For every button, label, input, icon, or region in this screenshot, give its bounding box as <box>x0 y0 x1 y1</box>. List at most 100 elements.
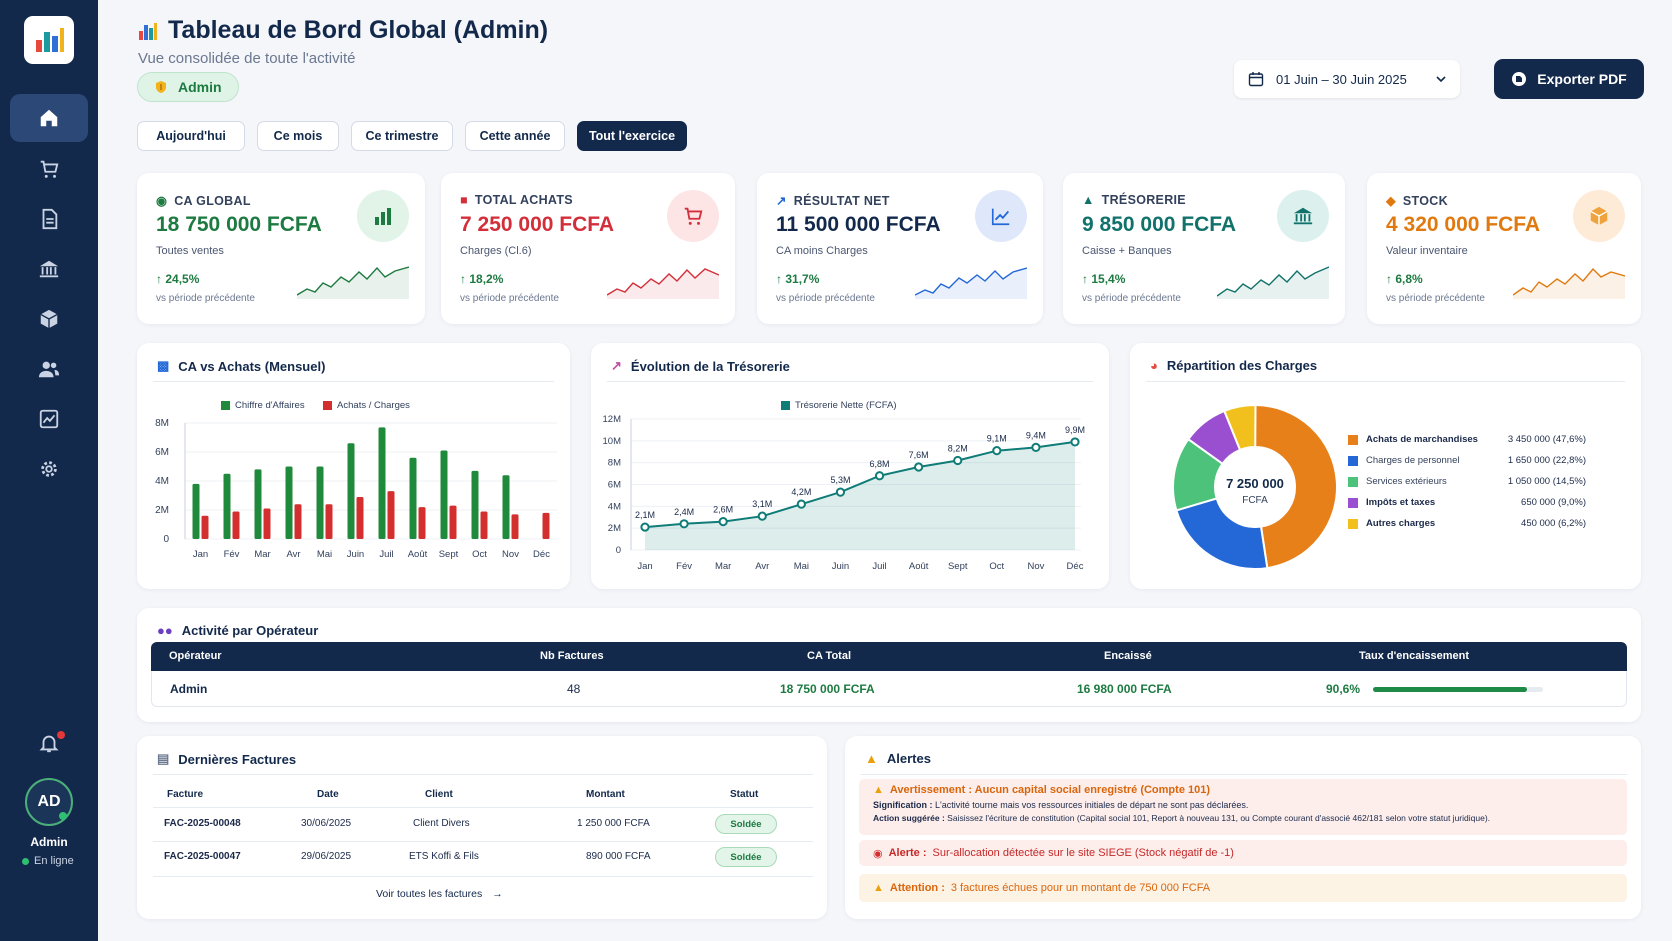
alert-icon: ◉ <box>873 847 883 860</box>
table-row[interactable]: Admin 48 18 750 000 FCFA 16 980 000 FCFA… <box>151 671 1627 707</box>
invoice-client: Client Divers <box>413 818 470 829</box>
invoice-client: ETS Koffi & Fils <box>409 851 479 862</box>
data-point <box>640 522 650 532</box>
operator-name: Admin <box>170 682 208 696</box>
period-year[interactable]: Cette année <box>465 121 565 151</box>
nav-reports[interactable] <box>10 395 88 443</box>
bar-ca <box>347 443 355 539</box>
pie-chart-icon: ◕ <box>1150 358 1158 373</box>
see-all-label: Voir toutes les factures <box>376 888 483 900</box>
date-range-picker[interactable]: 01 Juin – 30 Juin 2025 <box>1234 60 1460 98</box>
kpi-trend-value: 24,5% <box>165 272 200 286</box>
kpi-card-resultat[interactable]: ↗ RÉSULTAT NET 11 500 000 FCFA CA moins C… <box>757 173 1043 324</box>
data-label: 8,2M <box>948 443 968 453</box>
kpi-card-tresorerie[interactable]: ▲ TRÉSORERIE 9 850 000 FCFA Caisse + Banq… <box>1063 173 1345 324</box>
legend-value: 1 050 000 (14,5%) <box>1507 476 1586 487</box>
kpi-label: ◆ STOCK <box>1386 193 1448 209</box>
kpi-compare: vs période précédente <box>776 293 875 304</box>
divider <box>153 381 554 382</box>
bar-ca <box>378 427 386 539</box>
action-text: Saisissez l'écriture de constitution (Ca… <box>947 813 1491 823</box>
encaisse: 16 980 000 FCFA <box>1077 682 1172 696</box>
kpi-trend: ↑ 18,2% <box>460 272 504 286</box>
kpi-card-achats[interactable]: ■ TOTAL ACHATS 7 250 000 FCFA Charges (Cl… <box>441 173 735 324</box>
bar-chart: 0 2M 4M 6M 8M Jan Fév Mar Avr Mai Juin Juil Août Sept… <box>155 418 557 560</box>
role-badge: Admin <box>137 72 239 102</box>
nav-settings[interactable] <box>10 445 88 493</box>
area-chart: 0 2M 4M 6M 8M 10M 12M 2,1M Jan 2,4M Fév 2,6M Mar 3,1M… <box>603 414 1085 572</box>
legend-label: Trésorerie Nette (FCFA) <box>795 400 897 411</box>
bank-icon <box>1293 207 1313 225</box>
bar-chart-icon: ▩ <box>157 358 170 373</box>
data-label: 7,6M <box>909 450 929 460</box>
alert-stock[interactable]: ◉ Alerte : Sur-allocation détectée sur l… <box>859 840 1627 866</box>
kpi-card-stock[interactable]: ◆ STOCK 4 320 000 FCFA Valeur inventaire … <box>1367 173 1641 324</box>
kpi-trend-value: 15,4% <box>1091 272 1126 286</box>
cart-icon <box>684 207 703 225</box>
notifications-button[interactable] <box>10 719 88 767</box>
alert-action: Action suggérée : Saisissez l'écriture d… <box>873 813 1613 823</box>
area-fill <box>645 441 1075 550</box>
legend-item: Impôts et taxes 650 000 (9,0%) <box>1348 492 1586 513</box>
x-tick-label: Juin <box>832 561 849 572</box>
alert-overdue[interactable]: ▲ Attention : 3 factures échues pour un … <box>859 874 1627 902</box>
divider <box>153 807 813 808</box>
column-header: Statut <box>730 789 759 800</box>
nav-bank[interactable] <box>10 245 88 293</box>
bar-ca <box>254 469 262 539</box>
nav-documents[interactable] <box>10 195 88 243</box>
progress-fill <box>1373 687 1528 692</box>
nav-sales[interactable] <box>10 145 88 193</box>
legend-item: Achats / Charges <box>323 400 410 411</box>
kpi-label-text: STOCK <box>1402 193 1448 208</box>
period-month[interactable]: Ce mois <box>257 121 339 151</box>
calendar-icon <box>1248 72 1264 87</box>
data-point <box>914 462 924 472</box>
bar-achats <box>449 505 457 539</box>
legend-item: Services extérieurs 1 050 000 (14,5%) <box>1348 471 1586 492</box>
pie-slice <box>1254 403 1338 570</box>
bar-ca <box>192 483 200 539</box>
divider <box>153 876 813 877</box>
legend-label: Impôts et taxes <box>1366 497 1436 508</box>
data-point <box>757 511 767 521</box>
kpi-label: ■ TOTAL ACHATS <box>460 193 573 207</box>
column-header: CA Total <box>807 650 851 662</box>
period-quarter[interactable]: Ce trimestre <box>351 121 453 151</box>
data-label: 2,6M <box>713 505 733 515</box>
data-point <box>1070 437 1080 447</box>
legend-item: Chiffre d'Affaires <box>221 400 305 411</box>
see-all-invoices-link[interactable]: Voir toutes les factures → <box>376 888 503 900</box>
x-tick-label: Avr <box>286 549 300 560</box>
x-tick-label: Nov <box>502 549 519 560</box>
legend-value: 650 000 (9,0%) <box>1521 497 1586 508</box>
period-today[interactable]: Aujourd'hui <box>137 121 245 151</box>
x-tick-label: Nov <box>1027 561 1044 572</box>
bar-achats <box>201 515 209 539</box>
kpi-card-ca[interactable]: ◉ CA GLOBAL 18 750 000 FCFA Toutes ventes… <box>137 173 425 324</box>
bar-achats <box>325 504 333 539</box>
y-tick-label: 12M <box>603 414 622 425</box>
export-pdf-button[interactable]: Exporter PDF <box>1494 59 1644 99</box>
divider <box>153 841 813 842</box>
period-fiscal-year[interactable]: Tout l'exercice <box>577 121 687 151</box>
legend-swatch <box>1348 476 1358 487</box>
nav-users[interactable] <box>10 345 88 393</box>
kpi-trend: ↑ 6,8% <box>1386 272 1423 286</box>
panel-title: ↗ Évolution de la Trésorerie <box>611 358 790 374</box>
cart-icon <box>40 160 59 178</box>
bar-ca <box>285 466 293 539</box>
app-logo[interactable] <box>24 16 74 64</box>
y-tick-label: 8M <box>155 418 169 429</box>
nav-home[interactable] <box>10 94 88 142</box>
legend-label: Charges de personnel <box>1366 455 1460 466</box>
alert-capital[interactable]: ▲ Avertissement : Aucun capital social en… <box>859 779 1627 835</box>
nav-stock[interactable] <box>10 295 88 343</box>
user-status: En ligne <box>22 855 74 867</box>
y-tick-label: 0 <box>616 545 621 556</box>
column-header: Opérateur <box>169 650 222 662</box>
x-tick-label: Août <box>408 549 428 560</box>
receipt-icon: ▤ <box>157 751 170 766</box>
legend-swatch <box>221 401 230 410</box>
kpi-label: ↗ RÉSULTAT NET <box>776 193 890 209</box>
